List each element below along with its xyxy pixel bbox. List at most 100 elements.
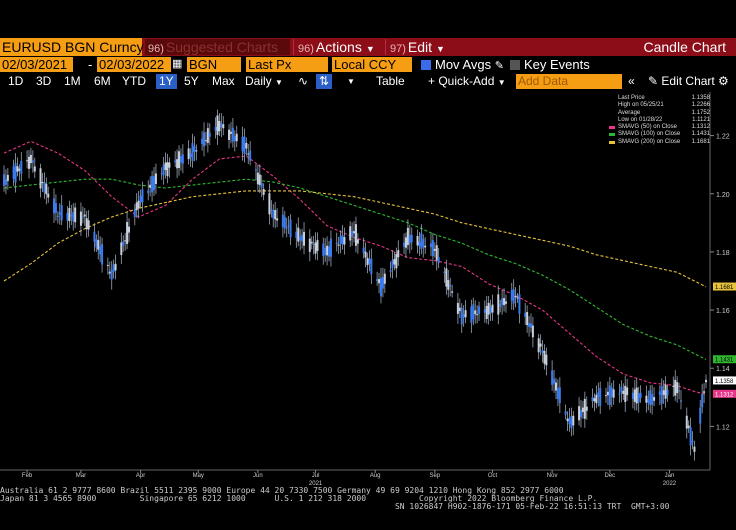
checkbox-unchecked-icon [510, 60, 520, 70]
candle-body [551, 370, 554, 385]
candle-body [68, 207, 71, 222]
source-field[interactable]: BGN [187, 57, 241, 72]
collapse-icon[interactable]: « [628, 74, 635, 88]
candle-body [354, 224, 357, 246]
legend-label: High on 05/25/21 [618, 102, 664, 109]
candle-body [556, 388, 559, 400]
edit-menu[interactable]: 97) Edit ▼ [385, 39, 451, 55]
line-tool-icon[interactable]: ∿ [298, 74, 309, 88]
candle-body [626, 387, 629, 396]
candle-body [618, 393, 621, 395]
series-line-smavg200 [3, 190, 707, 288]
candle-body [101, 244, 104, 265]
candle-body [310, 241, 313, 244]
candle-body [597, 392, 600, 397]
candle-body [685, 415, 688, 429]
candle-body [510, 289, 513, 301]
candle-body [512, 289, 515, 304]
frequency-select[interactable]: Daily ▼ [245, 74, 283, 89]
candle-body [179, 156, 182, 163]
table-button[interactable]: Table [376, 74, 405, 88]
field-select[interactable]: Last Px [246, 57, 328, 72]
candle-body [662, 390, 665, 395]
candle-body [701, 394, 704, 408]
period-button-1d[interactable]: 1D [8, 74, 24, 88]
suggested-num: 96) [148, 43, 164, 55]
candle-body [153, 176, 156, 191]
candle-body [326, 245, 329, 256]
period-button-5y[interactable]: 5Y [184, 74, 199, 88]
candle-body [233, 135, 236, 142]
candle-body [235, 133, 238, 142]
gear-icon[interactable]: ⚙ [718, 74, 729, 88]
candle-body [362, 247, 365, 254]
quick-add-button[interactable]: + Quick-Add ▼ [428, 74, 506, 89]
chevron-down-icon[interactable]: ▼ [347, 77, 355, 86]
candle-body [489, 306, 492, 314]
candle-body [497, 294, 500, 315]
candle-body [658, 391, 661, 395]
candle-body [429, 243, 432, 248]
candle-body [216, 115, 219, 136]
candle-body [128, 226, 131, 233]
series-line-smavg50 [3, 140, 707, 395]
period-button-3d[interactable]: 3D [36, 74, 52, 88]
suggested-charts-button[interactable]: 96) Suggested Charts [145, 39, 290, 55]
candle-body [339, 236, 342, 244]
candle-body [487, 302, 490, 315]
start-date-field[interactable]: 02/03/2021 [0, 57, 73, 72]
candle-body [633, 389, 636, 402]
candle-body [162, 164, 165, 176]
candle-body [295, 231, 298, 238]
period-button-1m[interactable]: 1M [64, 74, 81, 88]
candle-body [393, 258, 396, 265]
mov-avgs-toggle[interactable]: Mov Avgs ✎ [421, 57, 507, 72]
end-date-field[interactable]: 02/03/2022 [97, 57, 171, 72]
period-button-6m[interactable]: 6M [94, 74, 111, 88]
candle-body [218, 120, 221, 132]
y-tick-label: 1.12 [716, 424, 730, 431]
period-button-max[interactable]: Max [212, 74, 235, 88]
frequency-label: Daily [245, 74, 272, 88]
legend-label: SMAVG (200) on Close [618, 138, 681, 145]
candle-body [591, 397, 594, 402]
legend-value: 1.1312 [691, 124, 710, 131]
candle-body [564, 411, 567, 415]
candle-body [416, 235, 419, 246]
candle-body [6, 174, 9, 182]
ticker-field[interactable]: EURUSD BGN Curncy [0, 38, 144, 56]
pencil-icon[interactable]: ✎ [494, 60, 504, 72]
add-data-input[interactable]: Add Data [516, 74, 622, 89]
candle-body [228, 129, 231, 140]
candle-body [214, 126, 217, 131]
candle-body [653, 397, 656, 401]
period-button-ytd[interactable]: YTD [122, 74, 146, 88]
currency-select[interactable]: Local CCY [332, 57, 412, 72]
candle-body [472, 304, 475, 320]
candle-body [114, 263, 117, 271]
value-tag-bg [713, 376, 736, 385]
candle-body [443, 271, 446, 274]
candle-body [137, 200, 140, 209]
candle-body [72, 211, 75, 222]
legend-entry: Last Price 1.1358 [606, 95, 710, 102]
candle-body [314, 242, 317, 254]
x-tick-label: Sep [429, 473, 440, 479]
edit-chart-button[interactable]: ✎ Edit Chart [648, 74, 715, 89]
candle-body [579, 410, 582, 418]
candle-body [85, 218, 88, 230]
legend-entry: Average 1.1752 [606, 110, 710, 117]
key-events-toggle[interactable]: Key Events [510, 57, 620, 72]
y-tick-label: 1.18 [716, 250, 730, 257]
actions-menu[interactable]: 96) Actions ▼ [293, 39, 381, 55]
candle-body [249, 150, 252, 161]
candle-body [301, 234, 304, 242]
legend-value: 1.2266 [691, 102, 710, 109]
candle-body [47, 193, 50, 198]
period-button-1y[interactable]: 1Y [156, 74, 177, 89]
calendar-icon[interactable]: ▦ [172, 57, 186, 72]
chart-type-icon[interactable]: ⇅ [316, 74, 333, 89]
candle-body [283, 216, 286, 229]
candle-body [20, 160, 23, 174]
